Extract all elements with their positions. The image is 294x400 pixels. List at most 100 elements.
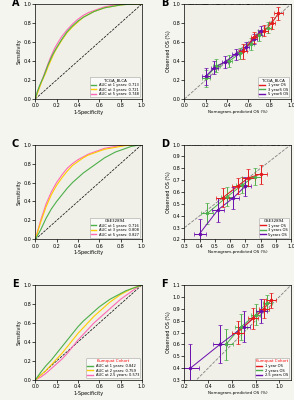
- Point: [216, 1, 221, 8]
- Point: [275, 142, 280, 148]
- Point: [245, 1, 250, 8]
- Text: D: D: [161, 139, 169, 149]
- Point: [283, 1, 288, 8]
- Point: [226, 142, 230, 148]
- Point: [218, 1, 222, 8]
- Point: [194, 1, 199, 8]
- Y-axis label: Observed OS (%): Observed OS (%): [166, 30, 171, 72]
- Legend: 1 year OS, 3 years OS, 5years OS: 1 year OS, 3 years OS, 5years OS: [259, 218, 289, 238]
- Point: [188, 1, 193, 8]
- Point: [246, 142, 251, 148]
- Point: [259, 142, 264, 148]
- Point: [188, 142, 193, 148]
- Point: [186, 142, 191, 148]
- Point: [270, 142, 275, 148]
- X-axis label: 1-Specificity: 1-Specificity: [74, 250, 103, 255]
- Point: [282, 1, 286, 8]
- Point: [238, 1, 242, 8]
- Text: C: C: [12, 139, 19, 149]
- Point: [280, 1, 285, 8]
- Point: [283, 142, 288, 148]
- Point: [189, 1, 193, 8]
- Point: [217, 142, 222, 148]
- Point: [218, 142, 223, 148]
- Point: [203, 1, 208, 8]
- Y-axis label: Sensitivity: Sensitivity: [17, 39, 22, 64]
- Point: [209, 142, 214, 148]
- Point: [211, 142, 216, 148]
- Point: [277, 142, 281, 148]
- Point: [235, 1, 240, 8]
- Point: [252, 142, 257, 148]
- Legend: AUC at 1 years: 0.713, AUC at 3 years: 0.721, AUC at 5 years: 0.748: AUC at 1 years: 0.713, AUC at 3 years: 0…: [90, 77, 140, 97]
- Point: [196, 142, 200, 148]
- Point: [257, 1, 261, 8]
- Point: [197, 1, 201, 8]
- Point: [254, 1, 259, 8]
- Point: [252, 1, 257, 8]
- Legend: AUC at 1 years: 0.842, AUC at 2 years: 0.759, AUC at 2.5 years: 0.573: AUC at 1 years: 0.842, AUC at 2 years: 0…: [86, 358, 140, 378]
- Point: [240, 142, 245, 148]
- Legend: 1 year OS, 2 years OS, 2.5 years OS: 1 year OS, 2 years OS, 2.5 years OS: [255, 358, 289, 378]
- Point: [223, 1, 227, 8]
- Point: [225, 142, 230, 148]
- Point: [281, 142, 286, 148]
- Point: [271, 142, 276, 148]
- X-axis label: Nomogram-predicted OS (%): Nomogram-predicted OS (%): [208, 110, 268, 114]
- Point: [246, 1, 251, 8]
- Point: [247, 1, 252, 8]
- Y-axis label: Sensitivity: Sensitivity: [17, 179, 22, 205]
- Point: [206, 1, 211, 8]
- X-axis label: 1-Specificity: 1-Specificity: [74, 110, 103, 114]
- Y-axis label: Observed OS (%): Observed OS (%): [166, 312, 171, 354]
- Point: [253, 142, 257, 148]
- Point: [229, 1, 234, 8]
- Point: [189, 1, 194, 8]
- Point: [228, 1, 233, 8]
- X-axis label: 1-Specificity: 1-Specificity: [74, 390, 103, 396]
- Text: E: E: [12, 279, 19, 289]
- Text: F: F: [161, 279, 168, 289]
- Point: [203, 1, 208, 8]
- Y-axis label: Observed OS (%): Observed OS (%): [166, 171, 171, 213]
- Point: [186, 1, 191, 8]
- Point: [272, 142, 277, 148]
- Point: [197, 142, 201, 148]
- Point: [283, 1, 288, 8]
- Point: [198, 142, 203, 148]
- Point: [277, 1, 282, 8]
- Point: [273, 1, 278, 8]
- Point: [276, 142, 281, 148]
- Text: A: A: [12, 0, 19, 8]
- Point: [193, 142, 198, 148]
- Point: [240, 142, 244, 148]
- Point: [240, 1, 245, 8]
- Point: [200, 1, 205, 8]
- Point: [266, 142, 270, 148]
- Point: [246, 1, 250, 8]
- Point: [205, 1, 209, 8]
- Point: [265, 1, 269, 8]
- Point: [263, 1, 268, 8]
- Point: [233, 142, 238, 148]
- Point: [283, 1, 288, 8]
- Point: [269, 1, 274, 8]
- Point: [191, 142, 196, 148]
- Point: [211, 1, 216, 8]
- Y-axis label: Sensitivity: Sensitivity: [17, 320, 22, 345]
- X-axis label: Nomogram-predicted OS (%): Nomogram-predicted OS (%): [208, 250, 268, 254]
- Point: [238, 1, 243, 8]
- Point: [193, 1, 198, 8]
- Point: [222, 1, 226, 8]
- Point: [231, 1, 235, 8]
- Point: [216, 1, 220, 8]
- Point: [191, 1, 196, 8]
- Point: [267, 1, 272, 8]
- Point: [245, 1, 250, 8]
- Point: [214, 1, 219, 8]
- Point: [230, 142, 235, 148]
- Text: B: B: [161, 0, 168, 8]
- X-axis label: Nomogram-predicted OS (%): Nomogram-predicted OS (%): [208, 390, 268, 394]
- Point: [249, 142, 254, 148]
- Point: [224, 142, 229, 148]
